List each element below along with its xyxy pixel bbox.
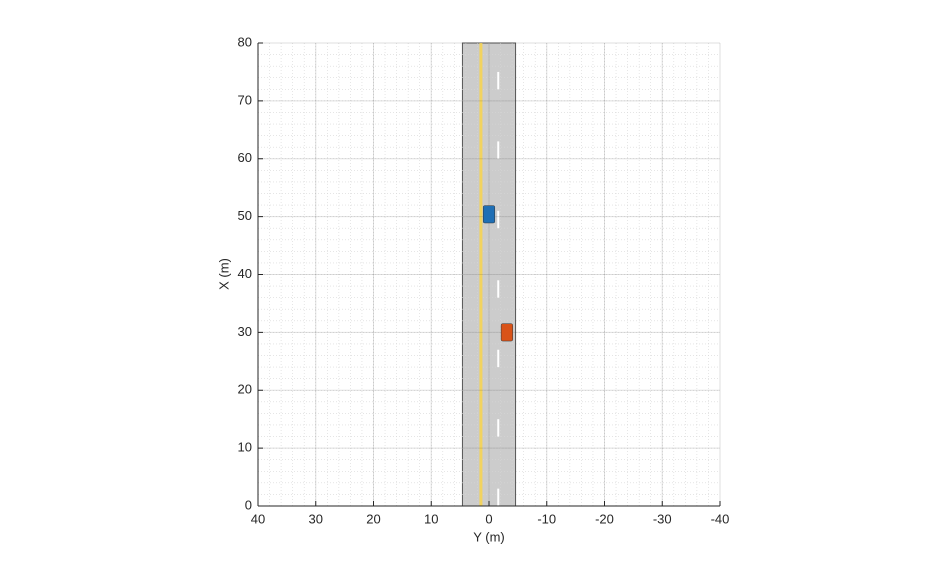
y-tick-label: 50 — [238, 208, 252, 223]
y-axis-label: X (m) — [216, 258, 231, 290]
x-tick-label: -20 — [595, 511, 614, 526]
y-tick-label: 10 — [238, 440, 252, 455]
x-tick-label: 10 — [424, 511, 438, 526]
x-tick-label: -10 — [537, 511, 556, 526]
y-tick-label: 70 — [238, 92, 252, 107]
y-tick-label: 30 — [238, 324, 252, 339]
x-tick-label: -30 — [653, 511, 672, 526]
y-tick-label: 20 — [238, 382, 252, 397]
y-tick-label: 40 — [238, 266, 252, 281]
vehicle — [500, 323, 513, 342]
x-tick-label: -40 — [711, 511, 730, 526]
y-tick-label: 0 — [245, 497, 252, 512]
vehicle — [482, 205, 496, 224]
y-tick-label: 80 — [238, 34, 252, 49]
y-tick-label: 60 — [238, 150, 252, 165]
x-tick-label: 40 — [251, 511, 265, 526]
x-tick-label: 30 — [309, 511, 323, 526]
x-axis-label: Y (m) — [473, 529, 505, 544]
x-tick-label: 0 — [485, 511, 492, 526]
x-tick-label: 20 — [366, 511, 380, 526]
